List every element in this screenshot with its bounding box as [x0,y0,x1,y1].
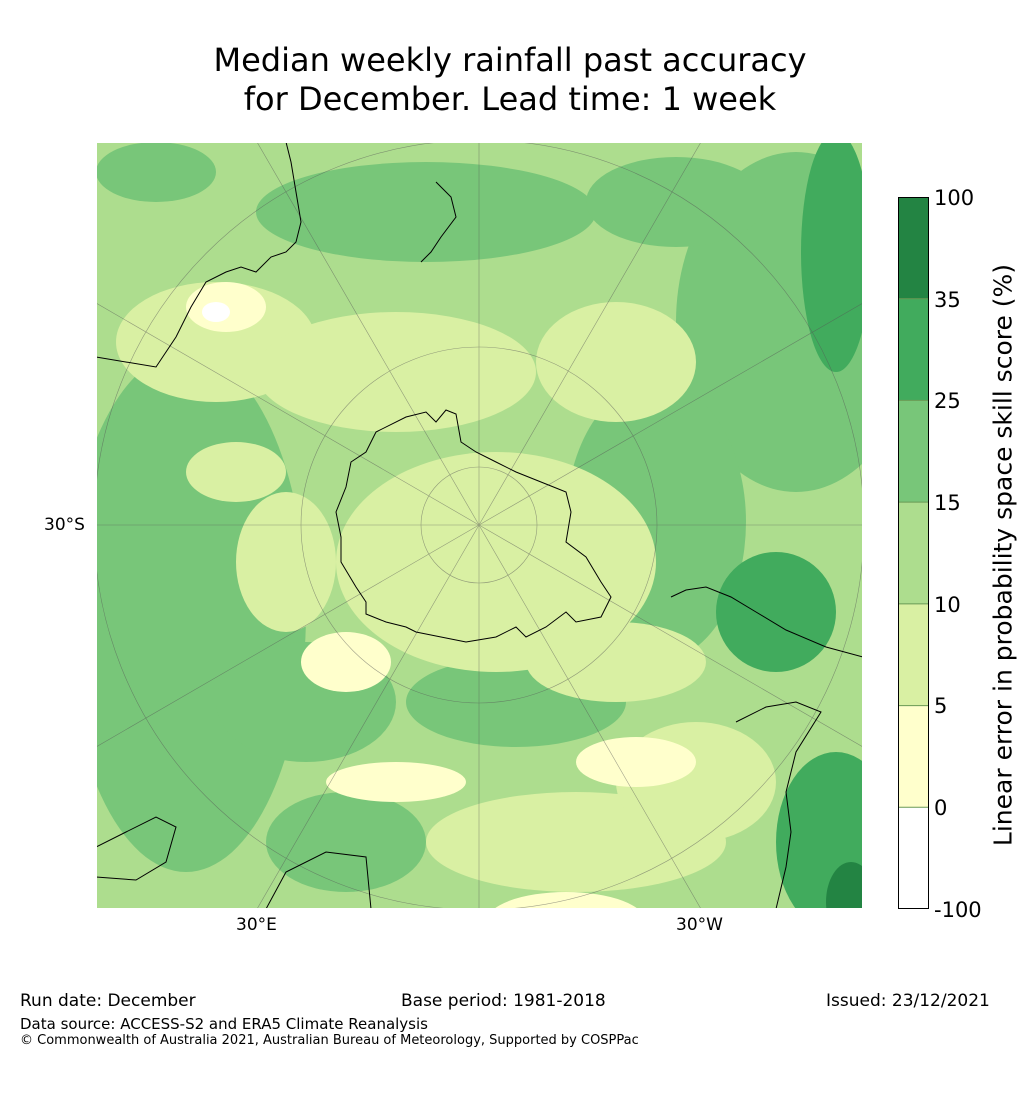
copyright-notice: © Commonwealth of Australia 2021, Austra… [20,1033,639,1048]
colorbar-bin [898,502,929,605]
colorbar [898,197,929,910]
colorbar-bin [898,807,929,910]
antarctica-outline [335,409,612,643]
colorbar-tick: 100 [934,186,975,210]
colorbar-bins [898,197,929,910]
colorbar-tick: 25 [934,389,961,413]
data-source: Data source: ACCESS-S2 and ERA5 Climate … [20,1015,428,1033]
colorbar-bin [898,705,929,808]
colorbar-bin [898,400,929,503]
coastlines [96,142,863,909]
graticule [96,142,863,909]
brazil-outline [735,701,822,909]
colorbar-tick: 35 [934,288,961,312]
colorbar-tick: 10 [934,593,961,617]
africa-outline [96,816,177,881]
colorbar-bin [898,197,929,300]
skill-score-map [96,142,863,909]
new-zealand-outline [420,181,457,263]
southern-africa-outline [265,851,372,909]
longitude-label-west: 30°W [676,915,723,935]
colorbar-tick: -100 [934,898,982,922]
colorbar-bin [898,298,929,401]
base-period: Base period: 1981-2018 [401,991,606,1011]
issued-date: Issued: 23/12/2021 [826,991,990,1011]
latitude-label: 30°S [44,515,85,535]
colorbar-bin [898,603,929,707]
run-date: Run date: December [20,991,196,1011]
longitude-label-east: 30°E [236,915,277,935]
colorbar-tick: 0 [934,796,948,820]
colorbar-label: Linear error in probability space skill … [988,263,1018,847]
colorbar-tick: 5 [934,694,948,718]
colorbar-tick: 15 [934,491,961,515]
australia-outline [96,142,302,368]
chart-title-line-1: Median weekly rainfall past accuracy [213,41,807,79]
chart-title-line-2: for December. Lead time: 1 week [243,80,777,118]
south-america-outline [670,586,863,658]
